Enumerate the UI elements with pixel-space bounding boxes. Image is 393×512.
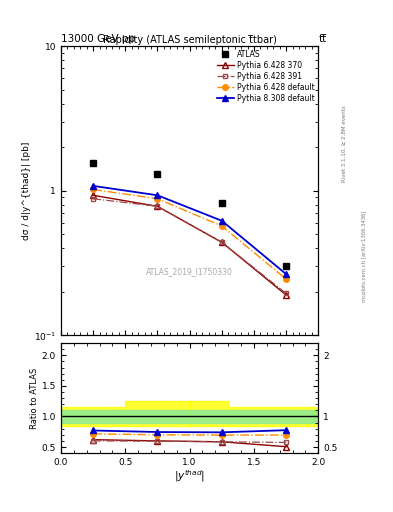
Pythia 6.428 default	[155, 196, 160, 202]
Pythia 6.428 391	[284, 290, 288, 296]
Text: 13000 GeV pp: 13000 GeV pp	[61, 33, 135, 44]
Pythia 6.428 370	[284, 292, 288, 298]
ATLAS	[91, 160, 95, 166]
Y-axis label: Ratio to ATLAS: Ratio to ATLAS	[30, 368, 39, 429]
Pythia 6.428 370	[155, 203, 160, 209]
Pythia 8.308 default	[284, 271, 288, 277]
Line: Pythia 8.308 default: Pythia 8.308 default	[90, 183, 289, 278]
ATLAS	[155, 171, 160, 177]
Pythia 6.428 default	[91, 186, 95, 193]
Pythia 6.428 391	[219, 239, 224, 245]
Pythia 6.428 default	[284, 276, 288, 282]
Pythia 6.428 391	[155, 203, 160, 209]
Line: ATLAS: ATLAS	[90, 160, 290, 270]
ATLAS	[284, 263, 288, 269]
Text: mcplots.cern.ch [arXiv:1306.3436]: mcplots.cern.ch [arXiv:1306.3436]	[362, 210, 367, 302]
Pythia 6.428 370	[91, 192, 95, 198]
Title: Rapidity (ATLAS semileptonic t̅tbar): Rapidity (ATLAS semileptonic t̅tbar)	[103, 35, 277, 45]
ATLAS	[219, 200, 224, 206]
Line: Pythia 6.428 391: Pythia 6.428 391	[91, 196, 288, 296]
Legend: ATLAS, Pythia 6.428 370, Pythia 6.428 391, Pythia 6.428 default, Pythia 8.308 de: ATLAS, Pythia 6.428 370, Pythia 6.428 39…	[215, 48, 316, 104]
Text: Rivet 3.1.10, ≥ 2.8M events: Rivet 3.1.10, ≥ 2.8M events	[342, 105, 347, 182]
Line: Pythia 6.428 370: Pythia 6.428 370	[90, 192, 289, 298]
Line: Pythia 6.428 default: Pythia 6.428 default	[90, 187, 289, 282]
Pythia 6.428 391	[91, 196, 95, 202]
Pythia 6.428 default	[219, 223, 224, 229]
Pythia 6.428 370	[219, 239, 224, 245]
Text: ATLAS_2019_I1750330: ATLAS_2019_I1750330	[146, 267, 233, 276]
X-axis label: $|y^{thad}|$: $|y^{thad}|$	[174, 468, 205, 484]
Pythia 8.308 default	[91, 183, 95, 189]
Pythia 8.308 default	[219, 218, 224, 224]
Pythia 8.308 default	[155, 192, 160, 198]
Y-axis label: dσ / d|y^{thad}| [pb]: dσ / d|y^{thad}| [pb]	[22, 141, 31, 240]
Text: tt̅: tt̅	[318, 33, 327, 44]
